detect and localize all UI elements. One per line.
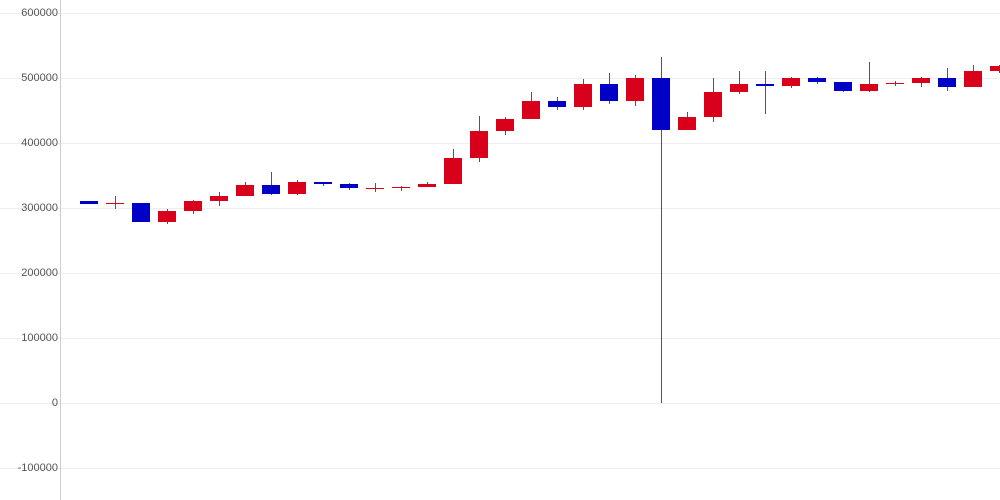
gridline	[0, 208, 1000, 209]
candle-up	[158, 211, 176, 222]
gridline	[0, 143, 1000, 144]
y-tick-label: 200000	[21, 267, 58, 279]
candle-down	[314, 182, 332, 185]
candle-up	[366, 188, 384, 189]
candle-up	[522, 101, 540, 120]
candle-up	[912, 78, 930, 83]
candle-up	[964, 71, 982, 87]
candle-down	[340, 184, 358, 188]
candle-wick	[765, 71, 766, 114]
y-tick-label: 300000	[21, 202, 58, 214]
candle-down	[652, 78, 670, 130]
candle-up	[704, 92, 722, 117]
candle-up	[106, 203, 124, 204]
y-tick-label: 400000	[21, 137, 58, 149]
candle-up	[496, 119, 514, 131]
y-axis-line	[60, 0, 61, 500]
gridline	[0, 13, 1000, 14]
candle-up	[392, 187, 410, 188]
candle-up	[886, 83, 904, 84]
candle-up	[236, 185, 254, 196]
candlestick-chart: -100000 0 100000 200000 300000 400000 500000 60…	[0, 0, 1000, 500]
candle-up	[678, 117, 696, 130]
candle-up	[860, 84, 878, 90]
candle-down	[262, 185, 280, 193]
candle-down	[600, 84, 618, 101]
candle-down	[132, 203, 150, 222]
y-tick-label: 600000	[21, 7, 58, 19]
candle-up	[990, 66, 1000, 71]
candle-up	[418, 184, 436, 187]
candle-up	[470, 131, 488, 158]
candle-up	[210, 196, 228, 201]
candle-up	[574, 84, 592, 107]
candle-down	[756, 84, 774, 85]
candle-down	[808, 78, 826, 82]
y-tick-label: 100000	[21, 332, 58, 344]
candle-up	[782, 78, 800, 86]
gridline	[0, 273, 1000, 274]
candle-up	[626, 78, 644, 101]
y-tick-label: -100000	[18, 462, 58, 474]
candle-down	[80, 201, 98, 204]
candle-up	[730, 84, 748, 92]
gridline	[0, 78, 1000, 79]
candle-down	[938, 78, 956, 87]
y-tick-label: 500000	[21, 72, 58, 84]
candle-down	[548, 101, 566, 107]
y-tick-label: 0	[52, 397, 58, 409]
gridline	[0, 468, 1000, 469]
gridline	[0, 403, 1000, 404]
candle-down	[834, 82, 852, 91]
gridline	[0, 338, 1000, 339]
candle-up	[444, 158, 462, 184]
candle-up	[184, 201, 202, 211]
candle-up	[288, 182, 306, 194]
